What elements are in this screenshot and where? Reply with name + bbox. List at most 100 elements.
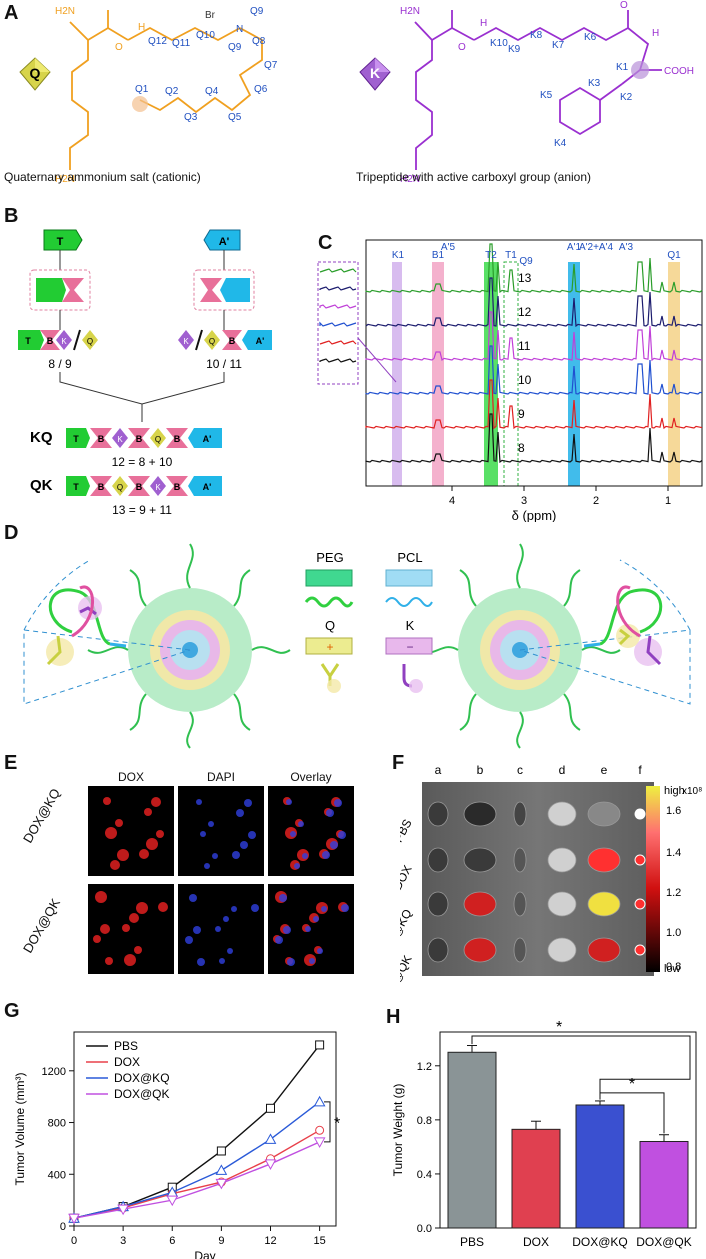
qk-k: K xyxy=(155,483,161,492)
q-nh: H xyxy=(138,22,145,33)
cell-blue xyxy=(248,831,256,839)
e-col-dox: DOX xyxy=(117,770,144,784)
b-left-k: K xyxy=(61,337,67,346)
g-xtick-label: 0 xyxy=(71,1235,77,1247)
q-n: N xyxy=(236,24,243,35)
g-point-PBS xyxy=(216,1146,226,1156)
micelle-left xyxy=(87,543,291,749)
kq-b3: B xyxy=(174,434,181,444)
legend-peg-chain xyxy=(304,596,354,608)
panel-letter-c: C xyxy=(318,232,333,254)
h-xtick-label-PBS: PBS xyxy=(460,1235,484,1249)
organ-r2-d xyxy=(547,891,577,917)
organ-r2-c xyxy=(513,891,527,917)
inset-trace-1 xyxy=(319,286,357,291)
panel-d-micelles: PEG PCL Q + K − xyxy=(23,543,691,749)
k-nh2: H xyxy=(652,28,659,39)
legend-q: Q xyxy=(325,618,335,633)
cell-blue xyxy=(200,831,206,837)
g-line-DOX@KQ xyxy=(73,1101,321,1219)
k-badge: K xyxy=(359,57,391,91)
g-frame xyxy=(73,1031,337,1227)
k-nh2-top: H2N xyxy=(400,6,420,17)
cell-blue xyxy=(302,853,308,859)
cell-blue xyxy=(204,863,210,869)
g-point-DOX@QK xyxy=(117,1204,129,1216)
qk-b1: B xyxy=(98,482,105,492)
organ-r1-d xyxy=(547,847,577,873)
kq-t: T xyxy=(73,434,79,444)
h-xtick-label-DOX@QK: DOX@QK xyxy=(636,1235,692,1249)
kq-chain: T B K B Q B A' xyxy=(66,428,222,448)
kq-label: KQ xyxy=(30,429,53,446)
nmr-tick-label-1: 1 xyxy=(665,495,671,507)
k1-label: K1 xyxy=(616,62,629,73)
nmr-frame xyxy=(365,239,703,487)
cell-blue xyxy=(298,821,304,827)
g-point-DOX@QK xyxy=(215,1178,228,1190)
g-xtick-label: 15 xyxy=(314,1235,326,1247)
q6-label: Q6 xyxy=(254,84,268,95)
g-line-DOX@QK xyxy=(73,1141,320,1219)
b-right-b: B xyxy=(229,336,236,346)
cell-blue xyxy=(212,853,218,859)
cell-red xyxy=(110,860,120,870)
cell-red xyxy=(136,902,148,914)
cell-blue xyxy=(290,831,296,837)
cell-red xyxy=(100,924,110,934)
cell-red xyxy=(151,797,161,807)
g-point-DOX@QK xyxy=(166,1195,179,1207)
k-structure xyxy=(414,10,662,170)
k1-highlight xyxy=(631,61,649,79)
t-block-label: T xyxy=(57,236,64,248)
k-caption: Tripeptide with active carboxyl group (a… xyxy=(356,170,592,184)
f-scale-tick-2: 1.2 xyxy=(666,887,681,899)
cell-red xyxy=(122,924,130,932)
organ-r3-d xyxy=(547,937,577,963)
cell-blue xyxy=(236,809,244,817)
q1-label: Q1 xyxy=(135,84,149,95)
nmr-peak-label-3: T2 xyxy=(485,250,497,261)
h-sig-star-1: * xyxy=(556,1019,562,1036)
cell-blue xyxy=(227,948,233,954)
k4-label: K4 xyxy=(554,138,567,149)
band-k1 xyxy=(392,262,402,486)
q2-label: Q2 xyxy=(165,86,179,97)
qk-b3: B xyxy=(174,482,181,492)
h-ytick-label: 1.2 xyxy=(417,1061,432,1073)
micrograph-r0-c1 xyxy=(178,786,264,876)
organ-r3-e xyxy=(587,937,621,963)
cell-blue xyxy=(283,926,291,934)
qk-t: T xyxy=(73,482,79,492)
legend-peg-swatch xyxy=(305,569,353,587)
panel-letter-f: F xyxy=(392,752,405,774)
k-nh2-bot: H2N xyxy=(400,174,420,185)
nmr-trace-label-12: 12 xyxy=(518,305,532,319)
cell-blue xyxy=(232,851,240,859)
organ-r1-e xyxy=(587,847,621,873)
zoom-chain-right xyxy=(583,585,663,666)
cell-blue xyxy=(341,904,349,912)
organ-r0-d xyxy=(547,801,577,827)
cell-red xyxy=(95,891,107,903)
h-ytick-label: 0.4 xyxy=(417,1169,432,1181)
nmr-tick-label-2: 2 xyxy=(593,495,599,507)
h-bar-DOX xyxy=(511,1128,561,1229)
kq-equation: 12 = 8 + 10 xyxy=(112,455,173,469)
f-col-b: b xyxy=(477,763,484,777)
left-label: 8 / 9 xyxy=(48,357,72,371)
g-xtick-label: 12 xyxy=(264,1235,276,1247)
inset-trace-3 xyxy=(319,321,357,327)
d-legend: PEG PCL Q + K − xyxy=(304,550,433,693)
q3-label: Q3 xyxy=(184,112,198,123)
nmr-trace-10 xyxy=(365,345,703,395)
panel-h-chart: 0.0 0.4 0.8 1.2 Tumor Weight (g) PBS DOX DOX@KQ… xyxy=(391,1019,697,1249)
organ-r3-a xyxy=(427,937,449,963)
qk-equation: 13 = 9 + 11 xyxy=(112,503,172,516)
k-o1: O xyxy=(458,42,466,53)
cell-red xyxy=(103,797,111,805)
organ-r2-b xyxy=(463,891,497,917)
cell-blue xyxy=(287,958,295,966)
nmr-xlabel: δ (ppm) xyxy=(512,508,557,522)
nmr-peak-label-8: A'3 xyxy=(619,242,634,253)
